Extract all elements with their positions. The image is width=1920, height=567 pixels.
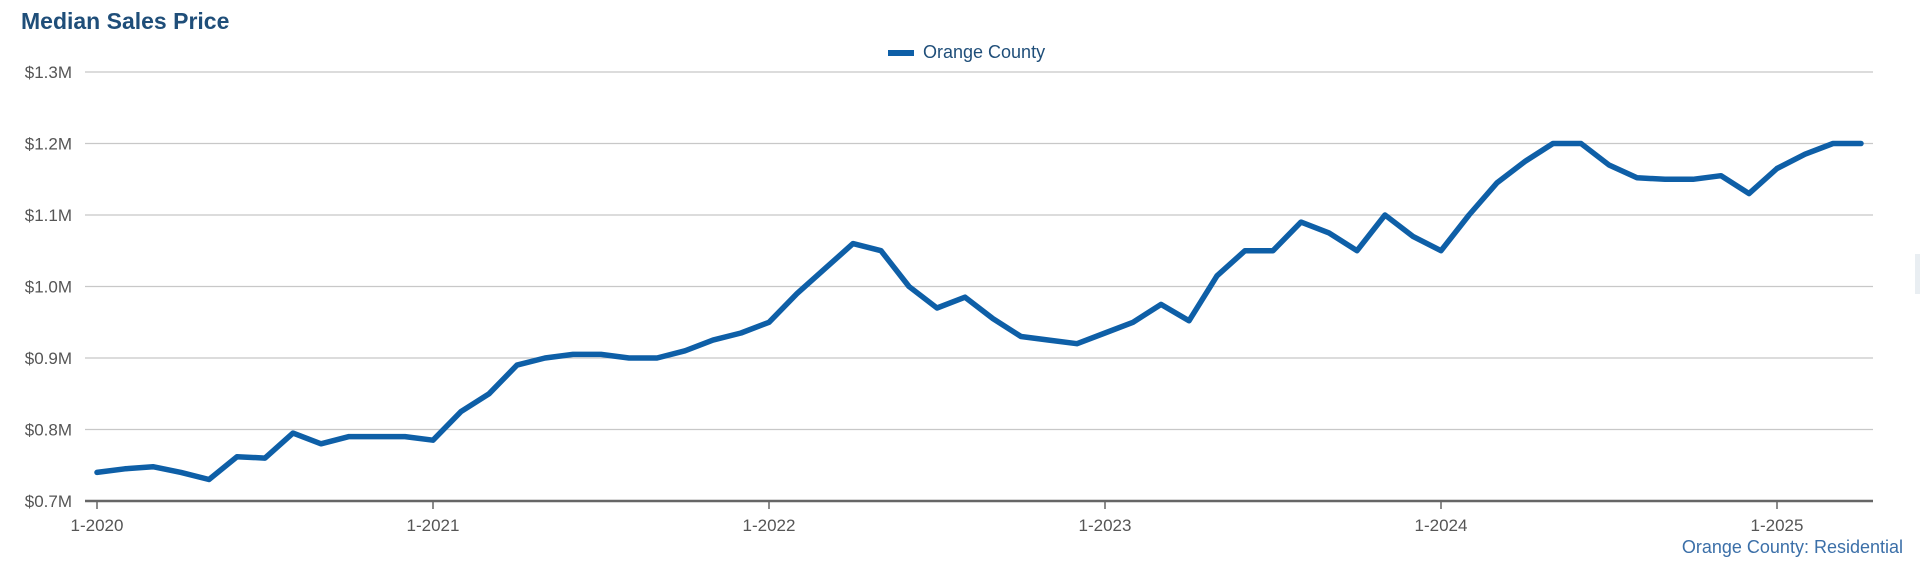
x-tick-label: 1-2023 bbox=[1079, 516, 1132, 535]
y-tick-label: $0.7M bbox=[25, 492, 72, 511]
chart-title: Median Sales Price bbox=[21, 8, 230, 34]
chart-footnote: Orange County: Residential bbox=[1681, 537, 1903, 557]
series-line-orange-county bbox=[94, 140, 1864, 483]
legend-swatch bbox=[888, 49, 914, 56]
y-tick-label: $0.9M bbox=[25, 349, 72, 368]
y-tick-label: $1.2M bbox=[25, 135, 72, 154]
y-tick-label: $1.3M bbox=[25, 63, 72, 82]
legend[interactable]: Orange County bbox=[888, 42, 1045, 63]
x-tick-label: 1-2020 bbox=[71, 516, 124, 535]
x-tick-label: 1-2024 bbox=[1415, 516, 1468, 535]
legend-label: Orange County bbox=[923, 42, 1046, 62]
x-tick-label: 1-2021 bbox=[407, 516, 460, 535]
scrollbar-nub[interactable] bbox=[1915, 254, 1920, 294]
x-tick-label: 1-2025 bbox=[1751, 516, 1804, 535]
y-tick-label: $1.1M bbox=[25, 206, 72, 225]
x-tick-label: 1-2022 bbox=[743, 516, 796, 535]
y-tick-label: $1.0M bbox=[25, 278, 72, 297]
y-tick-label: $0.8M bbox=[25, 421, 72, 440]
